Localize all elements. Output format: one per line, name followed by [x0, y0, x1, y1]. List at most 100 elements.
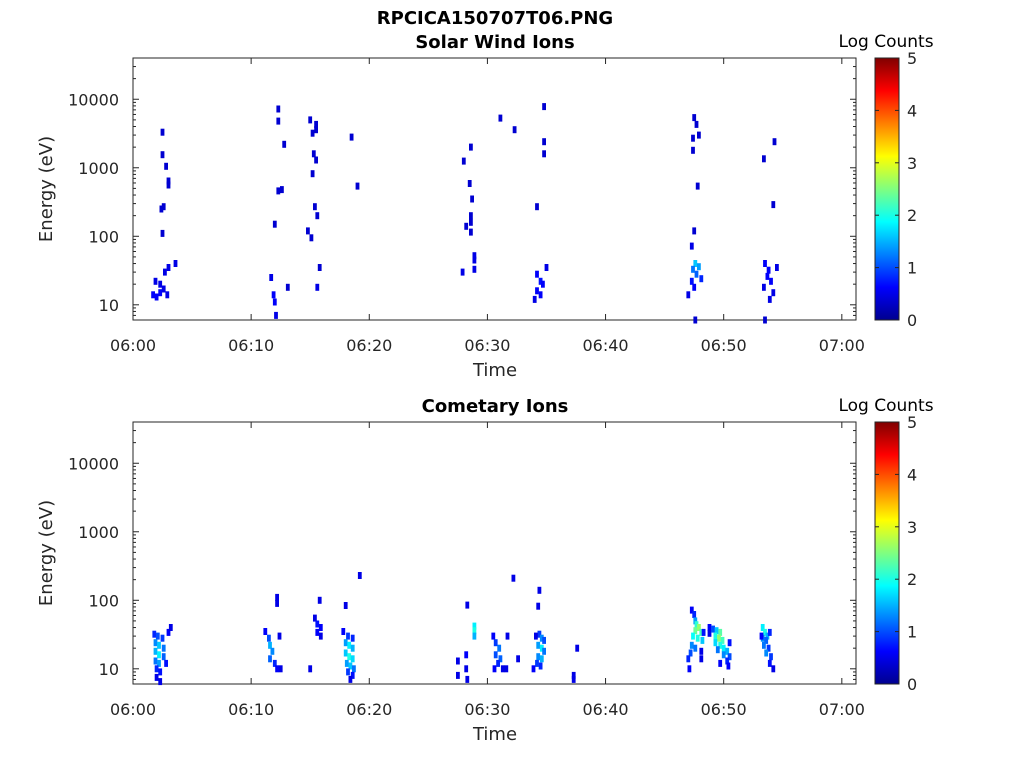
data-cell: [472, 256, 477, 264]
data-cell: [311, 150, 316, 158]
data-cell: [700, 636, 705, 644]
data-cell: [699, 628, 704, 636]
data-cell: [492, 665, 497, 673]
colorbar-tick-label: 3: [907, 154, 917, 173]
data-cell: [505, 632, 510, 640]
data-cell: [153, 657, 158, 665]
data-cell: [769, 653, 773, 661]
data-cell: [695, 182, 700, 190]
data-cell: [464, 222, 469, 230]
data-cell: [711, 625, 715, 633]
data-cell: [697, 624, 701, 631]
panel-cometary-ions: Cometary Ions Log Counts Time Energy (eV…: [36, 396, 934, 745]
data-cell: [472, 632, 477, 640]
colorbar-label: Log Counts: [838, 32, 933, 52]
data-cell: [310, 170, 315, 178]
data-cell: [470, 195, 474, 203]
data-cell: [542, 150, 546, 158]
y-tick-label: 100: [88, 227, 119, 246]
data-cell: [318, 632, 323, 640]
data-cell: [686, 291, 691, 299]
data-cell: [697, 263, 701, 271]
data-cell: [539, 634, 544, 642]
data-cell: [516, 655, 520, 663]
y-axis-label: Energy (eV): [36, 136, 57, 242]
data-cell: [157, 659, 161, 667]
colorbar-tick-label: 0: [907, 675, 917, 694]
data-cell: [693, 316, 698, 324]
y-tick-label: 10: [99, 660, 119, 679]
data-cell: [276, 117, 281, 125]
data-cell: [692, 611, 697, 618]
data-cell: [532, 295, 537, 303]
data-cell: [694, 120, 699, 128]
data-cell: [158, 280, 163, 288]
data-cell: [314, 120, 318, 128]
data-cell: [348, 675, 353, 683]
data-cell: [707, 624, 712, 631]
data-cell: [343, 639, 348, 647]
data-cell: [472, 265, 477, 273]
data-cell: [157, 651, 161, 659]
data-cell: [762, 155, 766, 163]
y-tick-label: 10000: [68, 90, 119, 109]
colorbar: [874, 57, 900, 321]
data-cell: [701, 628, 706, 636]
data-cell: [535, 203, 539, 211]
data-cell: [764, 649, 769, 657]
data-cell: [161, 285, 166, 293]
data-cell: [539, 644, 544, 652]
data-cell: [350, 655, 355, 663]
data-cell: [154, 665, 159, 673]
data-cell: [767, 659, 772, 667]
data-cell: [278, 665, 283, 673]
data-cell: [310, 129, 315, 137]
data-cell: [469, 218, 473, 226]
data-cell: [346, 632, 350, 640]
data-cell: [160, 229, 165, 237]
data-cell: [725, 657, 730, 665]
data-cell: [500, 665, 505, 673]
data-cell: [272, 298, 277, 306]
data-cell: [693, 260, 698, 267]
data-cell: [697, 131, 701, 139]
data-cell: [715, 646, 720, 654]
data-cell: [317, 264, 322, 271]
data-cell: [766, 644, 771, 652]
data-cell: [541, 280, 545, 288]
data-cell: [275, 593, 279, 601]
data-cell: [166, 177, 171, 185]
data-cell: [350, 634, 355, 642]
plot-area: [132, 57, 857, 321]
data-cell: [154, 293, 159, 301]
data-cell: [718, 641, 723, 649]
data-cell: [497, 644, 502, 652]
data-cell: [772, 138, 777, 146]
data-cell: [469, 143, 473, 151]
data-cell: [350, 671, 355, 679]
colorbar-tick-label: 4: [907, 101, 917, 120]
data-cell: [718, 659, 723, 667]
data-cell: [159, 205, 164, 213]
data-cell: [689, 242, 694, 250]
data-cell: [465, 675, 470, 683]
data-cell: [355, 182, 360, 190]
data-cell: [699, 275, 704, 283]
data-cell: [727, 639, 732, 647]
data-cell: [268, 655, 272, 663]
data-cell: [158, 289, 163, 297]
colorbar-tick-label: 1: [907, 623, 917, 642]
data-cell: [717, 634, 721, 642]
data-cell: [691, 134, 695, 142]
x-tick-label: 06:30: [464, 336, 510, 355]
data-cell: [759, 632, 764, 640]
data-cell: [765, 272, 770, 280]
y-tick-label: 10000: [68, 454, 119, 473]
data-cell: [308, 116, 313, 124]
data-cell: [531, 665, 536, 673]
x-tick-label: 07:00: [819, 336, 865, 355]
data-cell: [498, 655, 503, 663]
data-cell: [694, 270, 699, 278]
colorbar-tick-label: 2: [907, 206, 917, 225]
